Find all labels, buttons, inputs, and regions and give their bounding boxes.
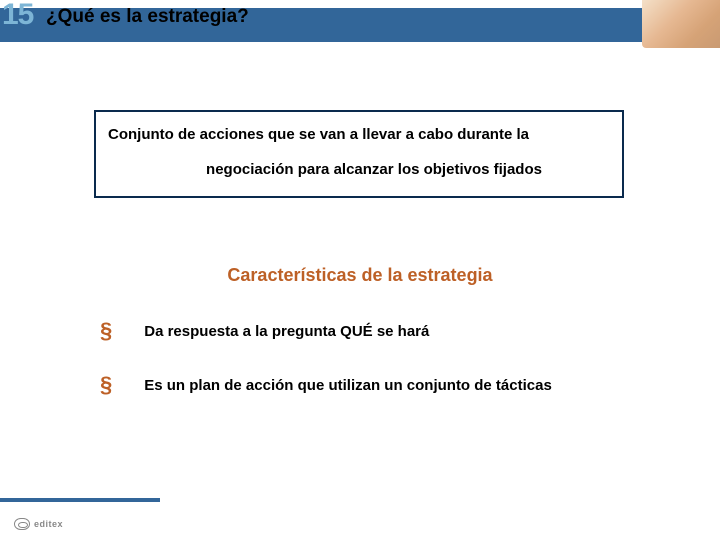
logo-text: editex (34, 519, 63, 529)
slide-page: 15 ¿Qué es la estrategia? Conjunto de ac… (0, 0, 720, 540)
definition-line-2: negociación para alcanzar los objetivos … (108, 161, 610, 178)
corner-decorative-image (642, 0, 720, 48)
subtitle: Características de la estrategia (0, 265, 720, 286)
publisher-logo: editex (14, 518, 63, 530)
definition-box: Conjunto de acciones que se van a llevar… (94, 110, 624, 198)
list-item: § Es un plan de acción que utilizan un c… (100, 374, 660, 396)
bullet-marker-icon: § (100, 374, 112, 396)
bullet-marker-icon: § (100, 320, 112, 342)
bullet-list: § Da respuesta a la pregunta QUÉ se hará… (100, 320, 660, 428)
unit-number: 15 (2, 0, 33, 32)
definition-line-1: Conjunto de acciones que se van a llevar… (108, 126, 610, 143)
footer-divider (0, 498, 160, 502)
bullet-text: Da respuesta a la pregunta QUÉ se hará (144, 323, 429, 340)
list-item: § Da respuesta a la pregunta QUÉ se hará (100, 320, 660, 342)
bullet-text: Es un plan de acción que utilizan un con… (144, 377, 552, 394)
logo-icon (14, 518, 30, 530)
page-title: ¿Qué es la estrategia? (46, 6, 249, 28)
